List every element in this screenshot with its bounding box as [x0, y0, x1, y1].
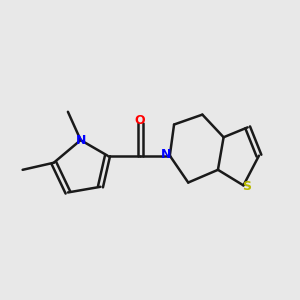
Text: N: N — [161, 148, 172, 161]
Text: S: S — [242, 180, 251, 193]
Text: O: O — [135, 114, 146, 127]
Text: N: N — [76, 134, 86, 147]
